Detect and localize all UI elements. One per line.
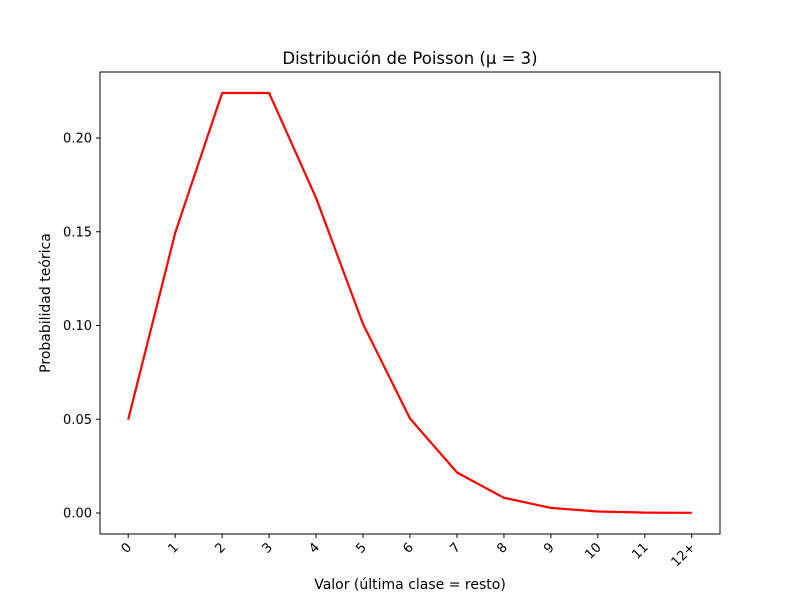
y-axis-label: Probabilidad teórica <box>38 233 54 373</box>
y-tick-label: 0.05 <box>63 413 92 428</box>
y-axis-ticks: 0.00 0.05 0.10 0.15 0.20 <box>63 132 100 522</box>
x-axis-label: Valor (última clase = resto) <box>314 577 506 593</box>
x-tick-label: 12+ <box>669 540 699 570</box>
x-tick-label: 5 <box>353 540 369 556</box>
plot-area <box>100 72 720 534</box>
x-tick-label: 8 <box>494 540 510 556</box>
x-tick-label: 4 <box>306 540 322 556</box>
x-tick-label: 10 <box>582 540 604 562</box>
x-tick-label: 0 <box>119 540 135 556</box>
y-tick-label: 0.20 <box>63 132 92 147</box>
y-tick-label: 0.00 <box>63 507 92 522</box>
x-axis-ticks: 0 1 2 3 4 5 6 7 8 9 10 11 12+ <box>119 534 699 570</box>
x-tick-label: 1 <box>166 540 182 556</box>
chart-title: Distribución de Poisson (μ = 3) <box>282 49 537 68</box>
x-tick-label: 3 <box>259 540 275 556</box>
x-tick-label: 6 <box>400 540 416 556</box>
x-tick-label: 7 <box>447 540 463 556</box>
y-tick-label: 0.15 <box>63 225 92 240</box>
x-tick-label: 2 <box>212 540 228 556</box>
x-tick-label: 11 <box>629 540 651 562</box>
x-tick-label: 9 <box>541 540 557 556</box>
y-tick-label: 0.10 <box>63 319 92 334</box>
